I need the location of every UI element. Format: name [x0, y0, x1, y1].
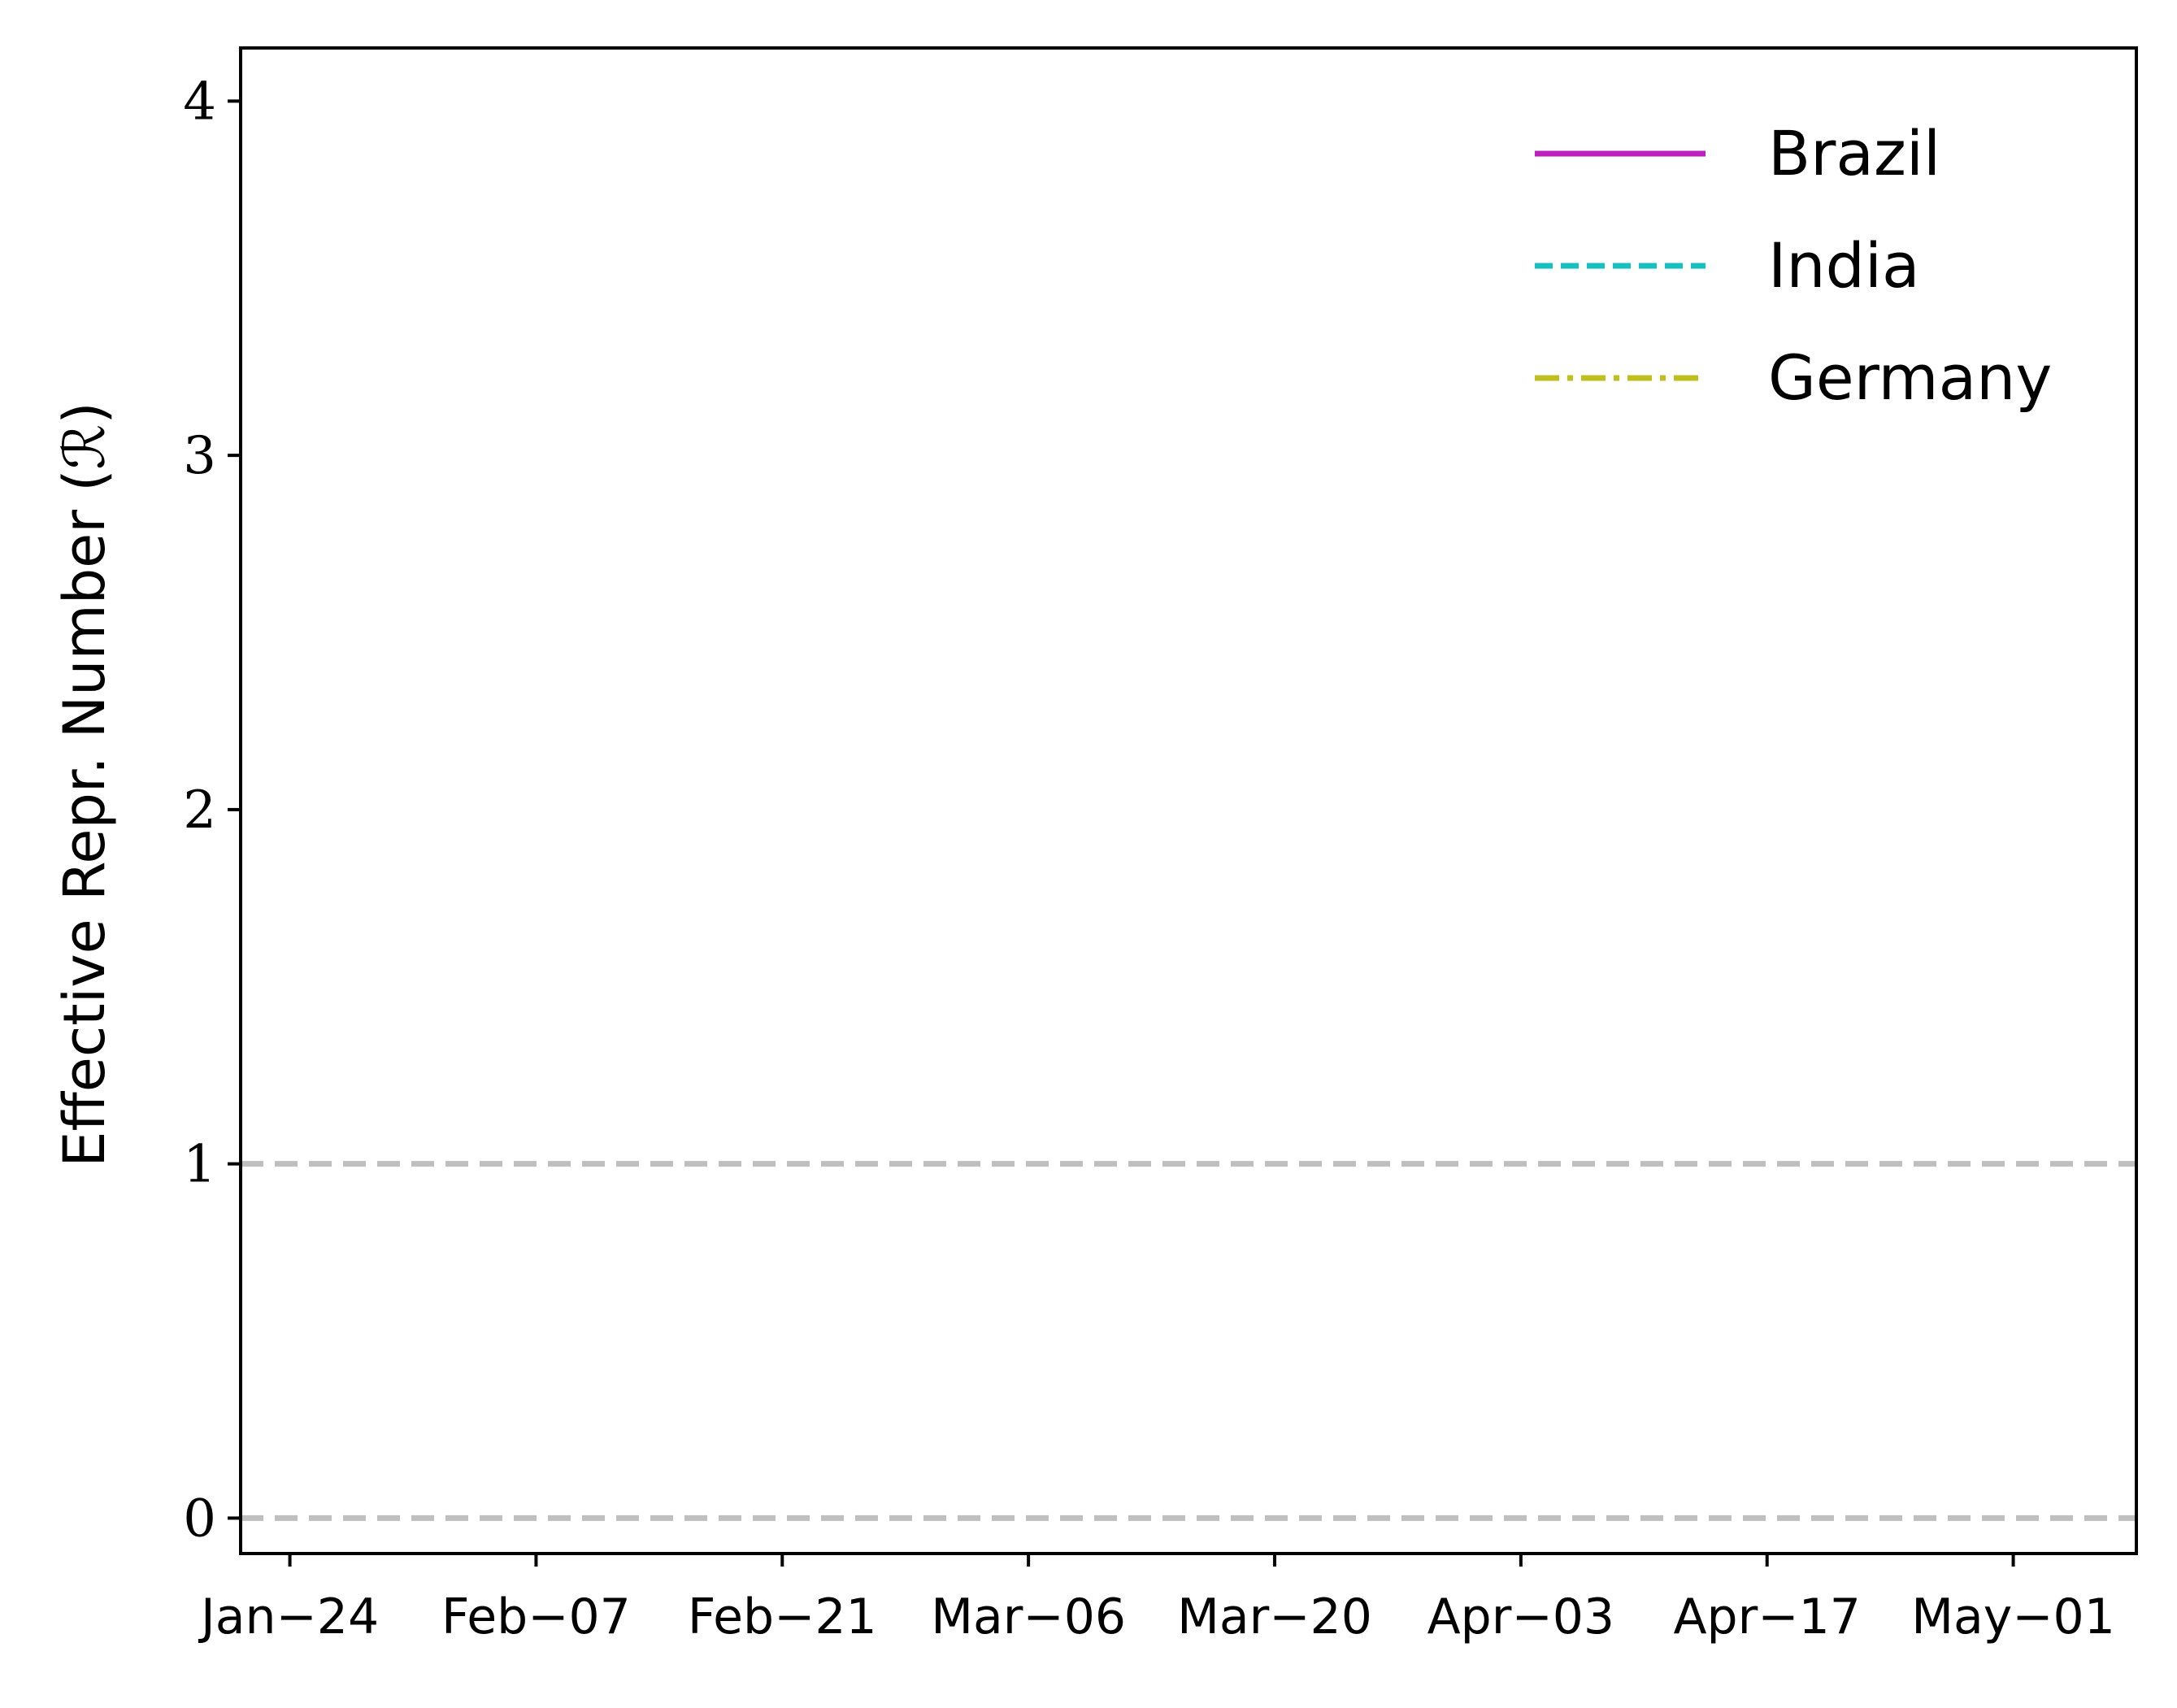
x-tick-label: Apr−17	[1674, 1588, 1861, 1645]
legend-label-2: Germany	[1768, 341, 2052, 414]
x-tick-label: Feb−07	[441, 1588, 631, 1645]
legend: Brazil India Germany	[1535, 117, 2052, 414]
x-tick-label: Mar−20	[1177, 1588, 1372, 1645]
plot-frame	[239, 46, 2138, 1555]
x-tick-label: May−01	[1911, 1588, 2115, 1645]
reference-lines	[241, 1161, 2136, 1521]
y-tick-label: 4	[183, 72, 216, 132]
x-tick-label: Mar−06	[931, 1588, 1126, 1645]
y-axis: 0 1 2 3 4	[183, 72, 241, 1549]
legend-label-0: Brazil	[1768, 117, 1940, 189]
x-tick-label: Apr−03	[1427, 1588, 1614, 1645]
legend-label-1: India	[1768, 229, 1920, 302]
y-tick-label: 2	[183, 780, 216, 841]
y-tick-label: 3	[183, 426, 216, 486]
x-tick-label: Jan−24	[198, 1588, 379, 1645]
y-axis-label: Effective Repr. Number (ℛ)	[51, 402, 118, 1167]
y-tick-label: 1	[183, 1135, 216, 1195]
x-tick-label: Feb−21	[688, 1588, 877, 1645]
y-tick-label: 0	[183, 1489, 216, 1549]
x-axis: Jan−24 Feb−07 Feb−21 Mar−06 Mar−20 Apr−03 Apr−…	[198, 1554, 2115, 1645]
